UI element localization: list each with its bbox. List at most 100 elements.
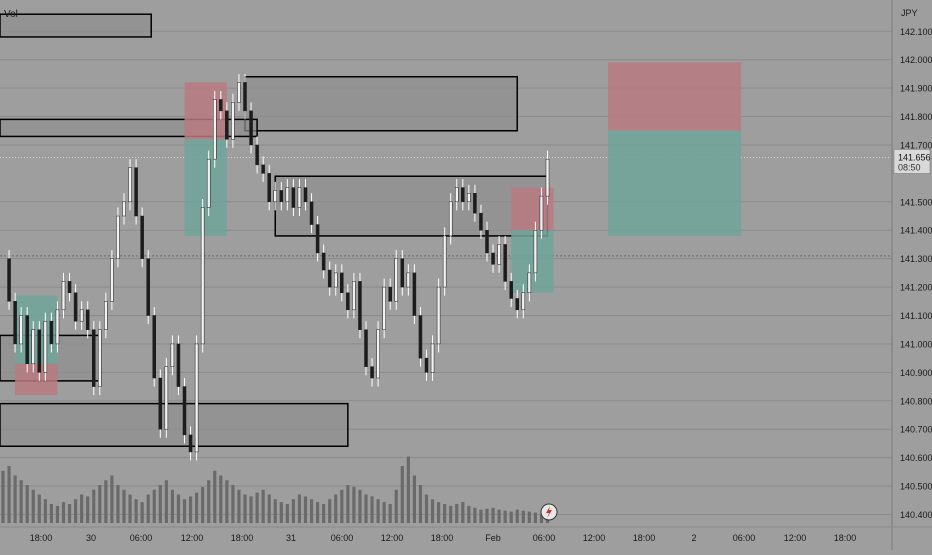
volume-bar-46 (279, 502, 283, 523)
volume-bar-65 (394, 489, 398, 523)
price-tick-label: 140.800 (900, 396, 932, 406)
target-zone-13 (608, 130, 742, 236)
volume-bar-49 (297, 494, 302, 523)
time-tick-label: 2 (691, 533, 696, 543)
candle-body-69 (418, 315, 423, 359)
volume-bar-12 (74, 499, 78, 523)
price-tick-label: 142.000 (900, 55, 932, 65)
volume-bar-50 (303, 496, 308, 523)
volume-bar-68 (412, 475, 416, 523)
candle-body-67 (406, 272, 411, 288)
zone-box-1 (244, 75, 518, 132)
current-price-label: 141.656 (898, 152, 931, 162)
candle-body-63 (382, 286, 386, 330)
price-axis[interactable]: 142.100 142.000 141.900 141.800 141.700 141.5… (891, 0, 932, 550)
volume-bar-22 (134, 499, 138, 523)
time-tick-label: 30 (86, 533, 96, 543)
volume-bar-37 (225, 480, 229, 523)
volume-bar-70 (424, 494, 429, 523)
volume-bar-29 (176, 494, 181, 523)
candle-body-79 (479, 212, 483, 231)
volume-bar-51 (309, 499, 314, 523)
candle-body-89 (539, 195, 544, 231)
volume-bar-16 (98, 485, 102, 523)
volume-indicator-label[interactable]: Vol (4, 9, 18, 20)
candle-body-59 (358, 281, 362, 330)
time-tick-label: 18:00 (30, 533, 53, 543)
candle-body-82 (497, 244, 501, 265)
candles (7, 73, 550, 461)
candle-body-46 (279, 190, 284, 203)
candle-body-28 (170, 343, 175, 367)
candle-body-34 (206, 158, 211, 208)
volume-bar-28 (170, 489, 174, 523)
volume-bar-45 (273, 499, 277, 523)
candle-body-90 (545, 158, 550, 197)
candle-body-53 (321, 252, 326, 271)
volume-bar-0 (1, 470, 5, 523)
replay-lightning-icon[interactable] (540, 503, 558, 521)
volume-bar-25 (152, 489, 156, 523)
candle-body-55 (334, 272, 338, 288)
price-tick-label: 140.500 (900, 482, 932, 492)
volume-bar-81 (491, 507, 495, 523)
zone-box-5 (0, 402, 349, 448)
volume-bar-3 (19, 480, 23, 523)
volume-bar-18 (110, 475, 114, 523)
candle-body-77 (467, 193, 471, 203)
volume-bar-15 (92, 489, 96, 523)
volume-bar-71 (430, 499, 435, 523)
candle-body-75 (455, 187, 459, 203)
candle-body-41 (249, 110, 253, 146)
volume-bar-30 (182, 499, 187, 523)
price-tick-label: 140.900 (900, 368, 932, 378)
volume-bar-23 (140, 502, 144, 523)
volume-bar-67 (406, 456, 410, 523)
candle-body-76 (461, 187, 465, 203)
candle-body-37 (225, 110, 229, 140)
candle-body-18 (110, 258, 114, 302)
candle-body-47 (285, 187, 290, 203)
volume-bar-35 (213, 470, 217, 523)
volume-bar-56 (340, 489, 344, 523)
candle-body-88 (533, 229, 538, 274)
candle-body-15 (92, 329, 96, 387)
price-tick-label: 141.000 (900, 339, 932, 349)
candle-body-71 (430, 343, 435, 373)
volume-bar-62 (376, 499, 380, 523)
candle-body-10 (61, 281, 66, 311)
candle-body-73 (442, 235, 447, 288)
candle-body-9 (55, 309, 60, 345)
volume-bar-42 (255, 492, 259, 523)
volume-bar-52 (316, 502, 320, 523)
volume-bar-14 (86, 496, 90, 523)
volume-bar-64 (388, 504, 392, 523)
volume-bar-44 (267, 494, 271, 523)
volume-bar-55 (334, 494, 338, 523)
candle-body-23 (140, 215, 144, 259)
candle-body-17 (104, 301, 108, 330)
volume-bar-54 (328, 499, 332, 523)
volume-bar-80 (485, 508, 489, 523)
volume-bar-85 (515, 509, 519, 523)
volume-bar-5 (31, 489, 35, 523)
candle-body-65 (394, 258, 398, 302)
candle-body-80 (485, 229, 489, 254)
volume-bar-6 (37, 494, 41, 523)
volume-bar-41 (249, 496, 253, 523)
time-axis[interactable]: 18:00 30 06:00 12:00 18:00 31 06:00 12:00 18:00 F… (0, 526, 932, 543)
candle-body-84 (509, 281, 513, 299)
candle-body-33 (200, 207, 205, 345)
candle-body-13 (79, 309, 84, 322)
volume-bar-60 (364, 494, 368, 523)
candle-body-8 (49, 320, 54, 345)
candle-body-26 (158, 377, 163, 430)
candle-body-4 (25, 315, 29, 365)
zone-box-0 (0, 13, 152, 38)
candle-body-38 (231, 102, 235, 140)
candle-body-49 (297, 187, 302, 208)
time-tick-label: 18:00 (431, 533, 454, 543)
volume-bar-59 (358, 489, 362, 523)
